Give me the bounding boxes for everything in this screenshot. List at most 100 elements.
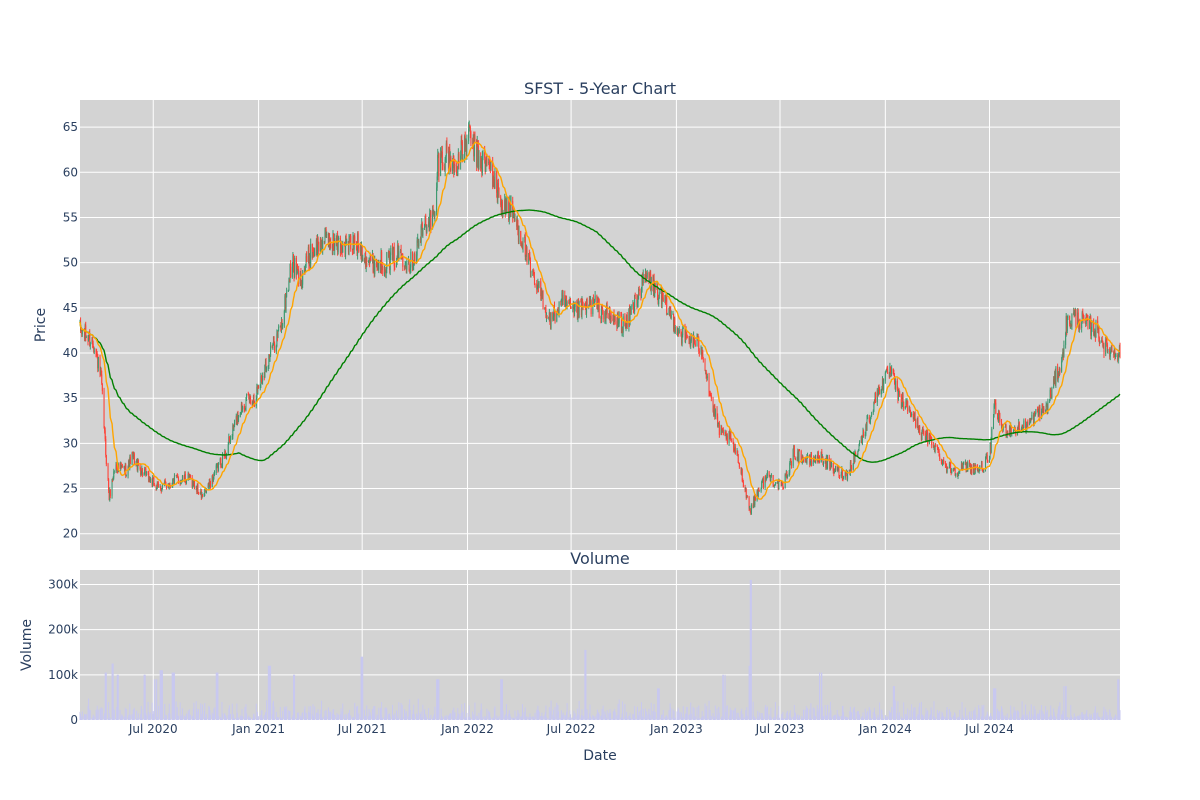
volume-bar bbox=[1014, 712, 1016, 720]
volume-bar bbox=[733, 710, 735, 720]
candle-body bbox=[1113, 351, 1115, 355]
volume-bar bbox=[546, 718, 548, 720]
candle-body bbox=[874, 393, 876, 403]
candle-body bbox=[245, 397, 247, 408]
candle-body bbox=[267, 365, 269, 368]
volume-bar bbox=[406, 715, 408, 720]
candle-body bbox=[382, 267, 384, 274]
volume-bar bbox=[489, 716, 491, 720]
candle-body bbox=[585, 306, 587, 314]
volume-bar bbox=[1081, 712, 1083, 720]
candle-body bbox=[789, 458, 791, 463]
candle-body bbox=[120, 463, 122, 469]
volume-bar bbox=[92, 714, 94, 720]
volume-bar bbox=[757, 710, 759, 720]
candle-body bbox=[825, 460, 827, 468]
candle-body bbox=[353, 237, 355, 250]
price-tick-label: 30 bbox=[63, 436, 78, 450]
volume-bar bbox=[794, 712, 796, 720]
candle-body bbox=[904, 407, 906, 409]
volume-bar bbox=[376, 714, 378, 720]
candle-body bbox=[104, 427, 106, 431]
volume-bar bbox=[998, 713, 1000, 720]
volume-bar bbox=[144, 674, 146, 720]
candle-body bbox=[1030, 418, 1032, 422]
candle-body bbox=[729, 431, 731, 437]
candle-body bbox=[793, 445, 795, 449]
candle-body bbox=[448, 151, 450, 169]
candle-body bbox=[422, 227, 424, 236]
volume-bar bbox=[1073, 713, 1075, 720]
candle-body bbox=[769, 475, 771, 477]
volume-bar bbox=[183, 715, 185, 720]
volume-bar bbox=[1006, 717, 1008, 720]
volume-bar bbox=[393, 718, 395, 720]
candle-body bbox=[549, 312, 551, 323]
candle-body bbox=[849, 462, 851, 473]
candle-body bbox=[1106, 344, 1108, 352]
volume-bar bbox=[1109, 712, 1111, 720]
candle-body bbox=[231, 436, 233, 437]
candle-body bbox=[720, 427, 722, 435]
volume-bar bbox=[330, 711, 332, 720]
volume-bar bbox=[216, 672, 218, 720]
volume-bar bbox=[91, 717, 93, 720]
candle-body bbox=[1091, 320, 1093, 332]
volume-bar bbox=[188, 713, 190, 720]
volume-bar bbox=[1118, 714, 1120, 720]
candle-body bbox=[570, 307, 572, 308]
volume-bar bbox=[408, 704, 410, 720]
volume-bar bbox=[785, 717, 787, 720]
candle-body bbox=[293, 267, 295, 277]
candle-body bbox=[1078, 321, 1080, 330]
candle-body bbox=[634, 295, 636, 296]
volume-bar bbox=[469, 717, 471, 720]
volume-bar bbox=[676, 711, 678, 720]
volume-bar bbox=[802, 718, 804, 720]
volume-bar bbox=[909, 710, 911, 720]
volume-bar bbox=[730, 709, 732, 720]
volume-bar bbox=[542, 716, 544, 720]
volume-bar bbox=[776, 717, 778, 720]
volume-bar bbox=[881, 714, 883, 720]
volume-bar bbox=[440, 718, 442, 720]
volume-bar bbox=[232, 718, 234, 720]
volume-bar bbox=[610, 718, 612, 720]
candle-body bbox=[440, 153, 442, 157]
volume-bar bbox=[481, 718, 483, 720]
volume-bar bbox=[774, 702, 776, 720]
volume-bar bbox=[876, 718, 878, 720]
volume-bar bbox=[548, 707, 550, 720]
volume-bar bbox=[167, 718, 169, 720]
candle-body bbox=[509, 201, 511, 214]
volume-bar bbox=[873, 718, 875, 720]
volume-bar bbox=[896, 713, 898, 720]
volume-bar bbox=[336, 713, 338, 720]
candle-body bbox=[970, 466, 972, 473]
candle-body bbox=[185, 482, 187, 484]
candle-body bbox=[753, 496, 755, 508]
candle-body bbox=[814, 461, 816, 463]
volume-bar bbox=[208, 706, 210, 720]
candle-body bbox=[1049, 389, 1051, 400]
volume-bar bbox=[236, 703, 238, 720]
candle-body bbox=[662, 297, 664, 302]
candle-body bbox=[560, 301, 562, 302]
volume-bar bbox=[346, 715, 348, 720]
candle-body bbox=[877, 385, 879, 395]
candle-body bbox=[903, 401, 905, 409]
volume-bar bbox=[164, 703, 166, 720]
candle-body bbox=[89, 332, 91, 346]
candle-body bbox=[1043, 407, 1045, 412]
price-axis-title: Price bbox=[33, 308, 49, 342]
volume-bar bbox=[332, 709, 334, 720]
volume-bar bbox=[148, 714, 150, 720]
candle-body bbox=[906, 400, 908, 405]
candle-body bbox=[938, 450, 940, 451]
volume-bar bbox=[390, 718, 392, 720]
candle-body bbox=[1057, 373, 1059, 380]
candle-body bbox=[1070, 324, 1072, 326]
volume-bar bbox=[441, 716, 443, 720]
candle-body bbox=[998, 410, 1000, 414]
candle-body bbox=[338, 238, 340, 240]
